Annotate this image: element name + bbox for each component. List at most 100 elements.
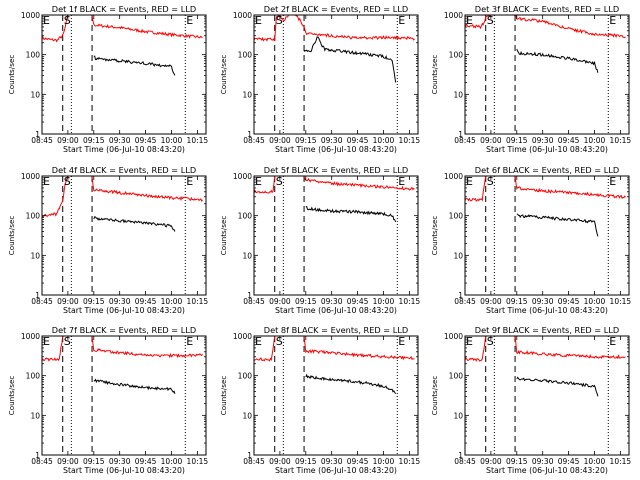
chart-panel-5: Det 5f BLACK = Events, RED = LLD 1 10 100 10… — [219, 165, 420, 315]
y-tick-label: 100 — [238, 51, 253, 60]
x-tick-label: 09:15 — [295, 457, 317, 466]
x-tick-label: 10:15 — [610, 457, 632, 466]
y-tick-label: 1 — [247, 291, 252, 300]
y-axis-label: Counts/sec — [219, 216, 228, 256]
x-tick-label: 09:00 — [269, 136, 291, 145]
y-tick-label: 1000 — [444, 332, 463, 341]
y-tick-label: 1000 — [233, 11, 252, 20]
event-rate-line — [305, 373, 397, 395]
y-tick-label: 100 — [26, 51, 41, 60]
x-tick-label: 09:45 — [135, 457, 157, 466]
x-tick-label: 09:00 — [269, 457, 291, 466]
x-tick-label: 10:15 — [187, 457, 209, 466]
x-axis-label: Start Time (06-Jul-10 08:43:20) — [275, 306, 397, 315]
y-axis-label: Counts/sec — [430, 216, 439, 256]
plot-frame — [464, 14, 630, 135]
y-tick-label: 10 — [242, 411, 252, 420]
interval-marker-s: S — [487, 175, 494, 188]
plot-frame — [253, 175, 419, 296]
y-tick-label: 1000 — [233, 172, 252, 181]
y-tick-label: 100 — [26, 212, 41, 221]
interval-marker-e: E — [186, 335, 193, 348]
event-rate-line — [93, 55, 176, 76]
x-tick-label: 10:15 — [187, 136, 209, 145]
x-axis-label: Start Time (06-Jul-10 08:43:20) — [63, 145, 185, 154]
x-axis-label: Start Time (06-Jul-10 08:43:20) — [63, 466, 185, 475]
x-tick-label: 08:45 — [31, 457, 53, 466]
x-tick-label: 09:45 — [347, 457, 369, 466]
y-tick-label: 1 — [35, 291, 40, 300]
interval-marker-e: E — [255, 335, 262, 348]
interval-marker-e: E — [609, 14, 616, 27]
x-tick-label: 10:15 — [610, 297, 632, 306]
interval-marker-e: E — [43, 175, 50, 188]
chart-panel-1: Det 1f BLACK = Events, RED = LLD 1 10 100 10… — [7, 4, 208, 154]
plot-frame — [41, 14, 207, 135]
event-rate-line — [93, 378, 176, 394]
x-tick-label: 09:00 — [57, 136, 79, 145]
y-tick-label: 1 — [35, 451, 40, 460]
y-tick-label: 100 — [449, 372, 464, 381]
x-tick-label: 09:15 — [83, 297, 105, 306]
x-tick-label: 10:00 — [161, 136, 183, 145]
x-tick-label: 10:00 — [373, 136, 395, 145]
x-tick-label: 09:30 — [532, 457, 554, 466]
x-tick-label: 09:45 — [135, 136, 157, 145]
y-tick-label: 1 — [247, 130, 252, 139]
chart-panel-6: Det 6f BLACK = Events, RED = LLD 1 10 100 10… — [430, 165, 631, 315]
x-tick-label: 09:00 — [480, 457, 502, 466]
x-tick-label: 09:00 — [480, 136, 502, 145]
interval-marker-e: E — [398, 14, 405, 27]
chart-title: Det 8f BLACK = Events, RED = LLD — [264, 325, 408, 335]
x-tick-label: 09:30 — [321, 136, 343, 145]
interval-marker-e: E — [255, 175, 262, 188]
x-axis-label: Start Time (06-Jul-10 08:43:20) — [486, 306, 608, 315]
interval-marker-s: S — [276, 14, 283, 27]
x-tick-label: 08:45 — [454, 457, 476, 466]
y-tick-label: 1000 — [233, 332, 252, 341]
x-tick-label: 09:45 — [347, 297, 369, 306]
y-tick-label: 1 — [35, 130, 40, 139]
interval-marker-s: S — [64, 175, 71, 188]
interval-marker-e: E — [609, 175, 616, 188]
x-tick-label: 10:00 — [373, 457, 395, 466]
x-tick-label: 09:45 — [347, 136, 369, 145]
x-tick-label: 10:00 — [584, 457, 606, 466]
interval-marker-e: E — [466, 175, 473, 188]
x-tick-label: 08:45 — [454, 136, 476, 145]
chart-panel-9: Det 9f BLACK = Events, RED = LLD 1 10 100 10… — [430, 325, 631, 475]
y-tick-label: 10 — [453, 90, 463, 99]
x-tick-label: 09:00 — [57, 457, 79, 466]
chart-panel-8: Det 8f BLACK = Events, RED = LLD 1 10 100 10… — [219, 325, 420, 475]
y-axis-label: Counts/sec — [7, 376, 16, 416]
lld-rate-line — [465, 336, 626, 362]
y-axis-label: Counts/sec — [430, 55, 439, 95]
x-axis-label: Start Time (06-Jul-10 08:43:20) — [63, 306, 185, 315]
y-tick-label: 1000 — [444, 172, 463, 181]
lld-rate-line — [465, 15, 626, 39]
plot-frame — [41, 175, 207, 296]
y-tick-label: 1000 — [21, 332, 40, 341]
x-tick-label: 10:15 — [399, 457, 421, 466]
x-tick-label: 09:15 — [506, 297, 528, 306]
interval-marker-e: E — [186, 14, 193, 27]
interval-marker-e: E — [398, 175, 405, 188]
plot-frame — [464, 335, 630, 456]
plot-frame — [41, 335, 207, 456]
x-axis-label: Start Time (06-Jul-10 08:43:20) — [275, 145, 397, 154]
x-tick-label: 10:15 — [399, 297, 421, 306]
x-tick-label: 09:30 — [532, 136, 554, 145]
plot-frame — [464, 175, 630, 296]
chart-title: Det 5f BLACK = Events, RED = LLD — [264, 165, 408, 175]
y-tick-label: 100 — [238, 212, 253, 221]
chart-title: Det 6f BLACK = Events, RED = LLD — [475, 165, 619, 175]
y-tick-label: 1000 — [21, 172, 40, 181]
x-tick-label: 08:45 — [31, 297, 53, 306]
y-tick-label: 1000 — [444, 11, 463, 20]
x-axis-label: Start Time (06-Jul-10 08:43:20) — [486, 145, 608, 154]
x-tick-label: 08:45 — [243, 457, 265, 466]
x-tick-label: 09:00 — [269, 297, 291, 306]
y-axis-label: Counts/sec — [7, 216, 16, 256]
x-axis-label: Start Time (06-Jul-10 08:43:20) — [486, 466, 608, 475]
interval-marker-s: S — [487, 335, 494, 348]
